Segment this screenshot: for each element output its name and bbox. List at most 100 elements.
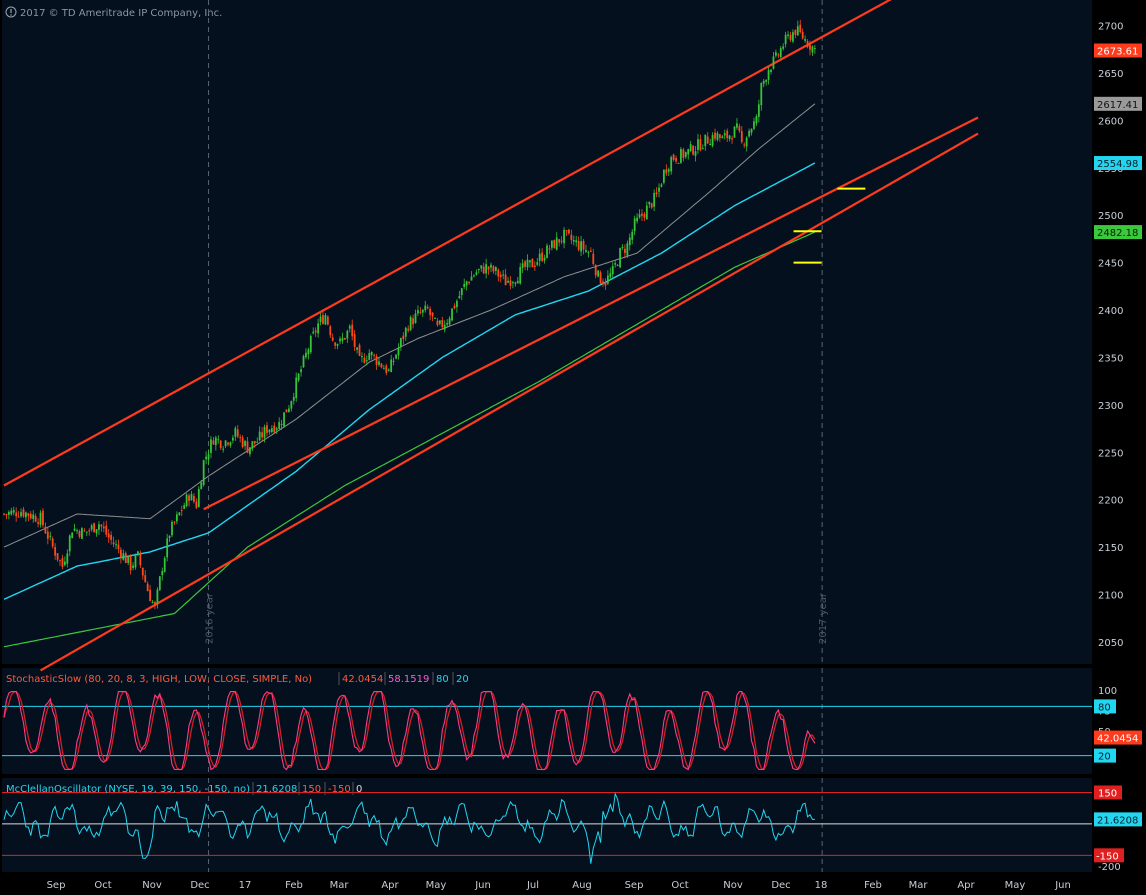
candle-body — [572, 240, 575, 242]
candle-body — [468, 282, 470, 284]
candle-body — [331, 337, 334, 341]
candle-body — [392, 360, 395, 362]
candle-body — [258, 431, 261, 441]
candle-body — [463, 283, 466, 287]
price-label-close: 2673.61 — [1097, 47, 1138, 58]
candle-body — [740, 131, 743, 142]
candle-body — [628, 237, 631, 246]
candle-body — [533, 265, 536, 267]
candle-body — [251, 441, 254, 449]
moving-averages — [3, 103, 816, 648]
candle-body — [470, 276, 473, 281]
time-axis-label: Jul — [526, 880, 539, 891]
candle-body — [54, 547, 57, 556]
candle-body — [124, 553, 127, 563]
candle-body — [711, 135, 714, 146]
candle-body — [677, 162, 680, 164]
candle-body — [499, 274, 502, 278]
candle-body — [370, 351, 373, 356]
candle-body — [543, 257, 546, 261]
candle-body — [414, 313, 417, 323]
time-axis-label: Oct — [94, 880, 111, 891]
time-axis-label: Jun — [474, 880, 491, 891]
candle-body — [173, 521, 176, 523]
osc-legend-value: -150 — [328, 784, 351, 795]
candle-body — [718, 134, 721, 138]
candle-body — [709, 143, 712, 146]
price-label-sma-cyan-bg — [1094, 156, 1142, 171]
candle-body — [61, 558, 64, 567]
candle-body — [684, 152, 687, 157]
candle-body — [453, 305, 456, 309]
candle-body — [531, 258, 534, 268]
candle-body — [585, 249, 587, 252]
candle-body — [809, 44, 811, 50]
candle-body — [356, 347, 358, 350]
candle-body — [765, 79, 768, 82]
time-axis-label: May — [1005, 880, 1026, 891]
candle-body — [17, 516, 20, 518]
candle-body — [5, 514, 8, 516]
candle-body — [745, 137, 748, 147]
stoch-level-20-label-bg — [1094, 748, 1116, 763]
candle-body — [760, 83, 763, 106]
candle-body — [115, 544, 117, 546]
candle-body — [541, 252, 544, 261]
candle-body — [434, 317, 436, 319]
price-panel — [2, 0, 1092, 664]
candle-body — [682, 149, 685, 158]
target-marks — [793, 187, 866, 264]
stoch-last-value: 42.0454 — [1097, 734, 1138, 745]
candle-body — [385, 365, 388, 373]
candle-body — [98, 524, 100, 530]
price-label-close-bg — [1094, 43, 1142, 58]
stoch-title: StochasticSlow (80, 20, 8, 3, HIGH, LOW,… — [6, 674, 312, 685]
candle-body — [68, 535, 71, 552]
candle-body — [210, 439, 212, 453]
candle-body — [312, 331, 315, 334]
candle-body — [799, 24, 802, 33]
candle-body — [736, 123, 738, 128]
candle-body — [680, 149, 682, 163]
candle-body — [309, 336, 312, 353]
candle-body — [10, 510, 13, 515]
candle-body — [421, 309, 424, 313]
candle-body — [521, 263, 524, 268]
candle-body — [733, 126, 736, 138]
stoch-k-line — [3, 691, 816, 771]
price-tick-label: 2650 — [1098, 69, 1123, 80]
candle-body — [227, 442, 229, 445]
candle-body — [424, 305, 427, 311]
candle-body — [358, 344, 361, 356]
time-axis-label: Nov — [142, 880, 162, 891]
candle-body — [42, 510, 44, 526]
candle-body — [365, 360, 368, 362]
candle-body — [451, 308, 453, 321]
candle-body — [550, 240, 553, 248]
stoch-last-value-bg — [1094, 730, 1142, 745]
oscillator-panel — [2, 778, 1092, 872]
candle-body — [441, 319, 444, 328]
oscillator-lines — [2, 791, 1092, 864]
candle-body — [801, 31, 804, 39]
candle-body — [487, 266, 490, 270]
candle-body — [519, 266, 522, 284]
candle-body — [485, 264, 488, 274]
price-label-sma-grey: 2617.41 — [1097, 100, 1138, 111]
candle-body — [144, 575, 147, 583]
time-axis-label: Apr — [381, 880, 399, 891]
candle-body — [185, 494, 188, 507]
osc-upper-label: 150 — [1098, 788, 1117, 799]
candle-body — [417, 310, 419, 314]
info-circle-icon — [5, 6, 17, 18]
candle-body — [214, 437, 217, 446]
candle-body — [319, 316, 322, 323]
candle-body — [738, 126, 741, 132]
candle-body — [784, 34, 787, 45]
candle-body — [66, 553, 69, 564]
candle-body — [701, 148, 704, 150]
candle-body — [20, 512, 22, 517]
candle-body — [183, 505, 186, 509]
candle-body — [387, 369, 390, 371]
candle-body — [706, 136, 709, 144]
